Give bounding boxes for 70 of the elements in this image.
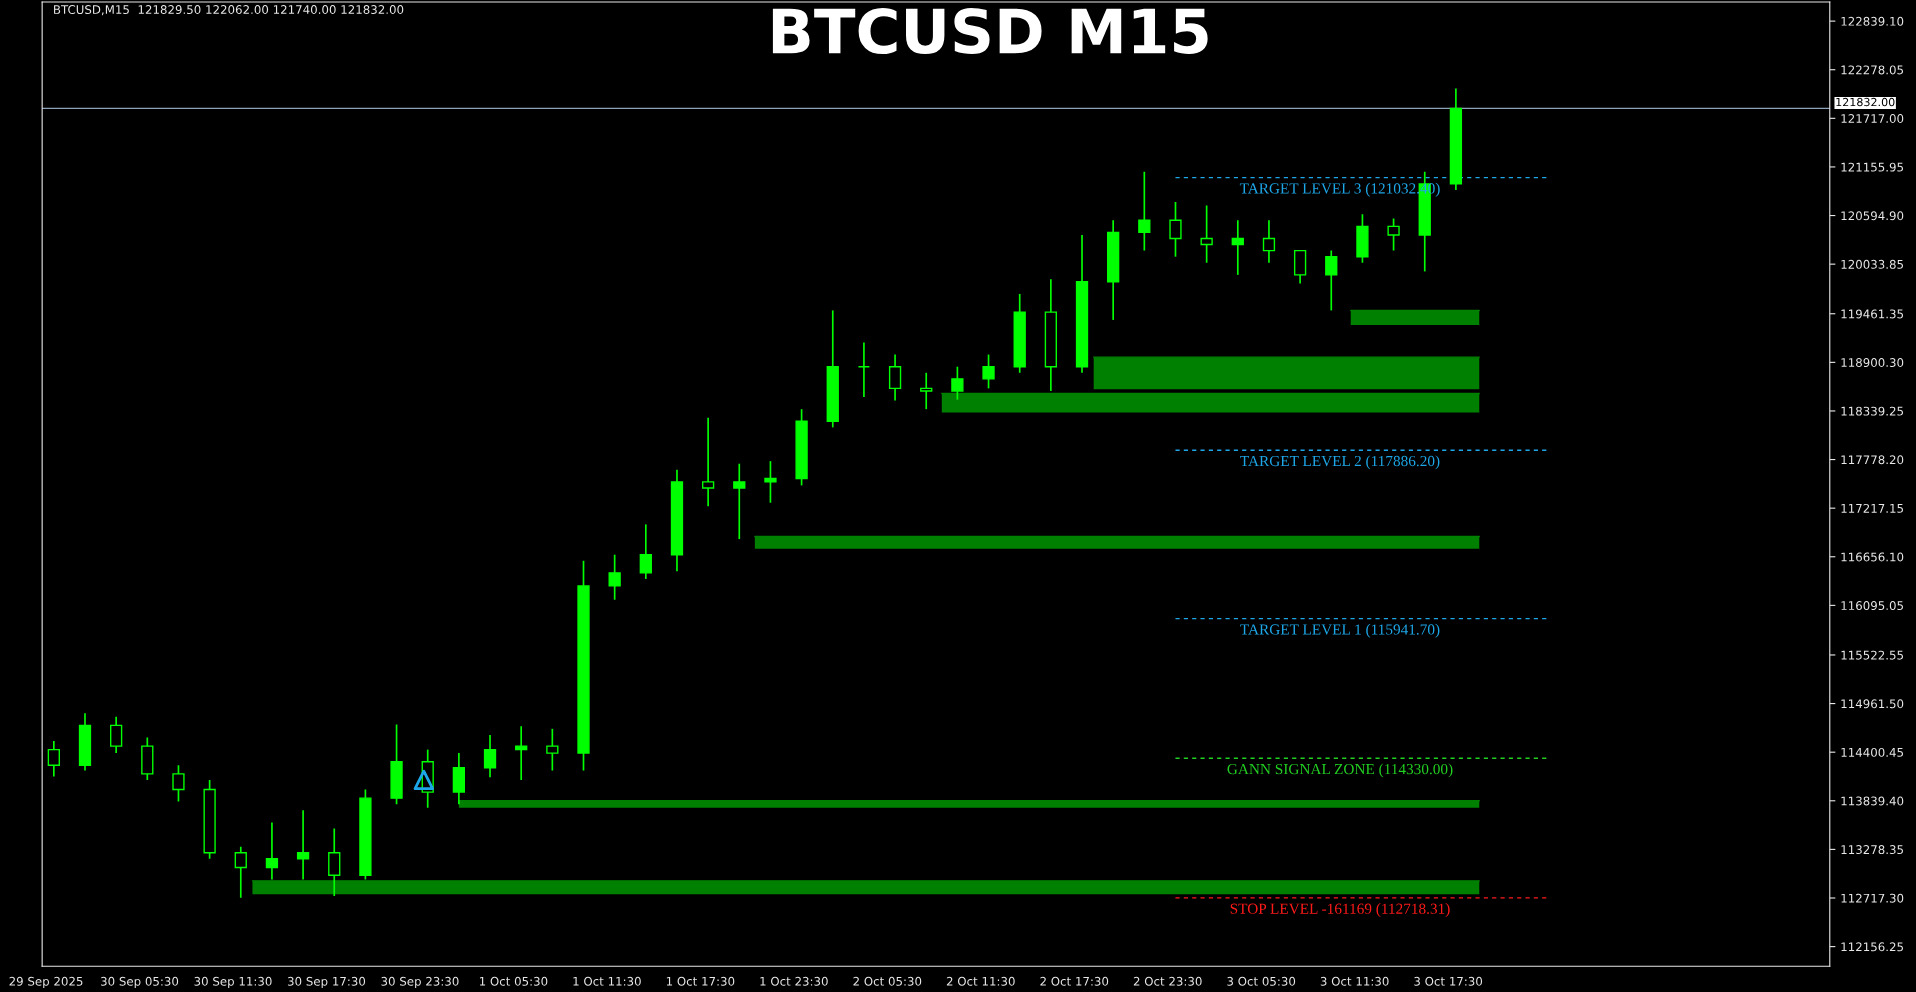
candlestick	[608, 553, 621, 601]
x-tick-label: 1 Oct 05:30	[479, 976, 548, 986]
candlestick	[1325, 249, 1338, 312]
y-tick-label: 113839.40	[1841, 796, 1904, 806]
annotation: BTCUSD,M15 121829.50 122062.00 121740.00 121832.00	[54, 5, 404, 16]
y-tick-label: 114961.50	[1841, 699, 1904, 709]
candlestick	[733, 462, 746, 540]
x-tick-label: 2 Oct 11:30	[946, 976, 1015, 986]
candlestick	[857, 341, 871, 398]
x-tick-label: 2 Oct 23:30	[1133, 976, 1202, 986]
x-tick-label: 30 Sep 17:30	[287, 976, 366, 989]
x-tick-label: 1 Oct 23:30	[760, 976, 828, 986]
x-tick-label: 1 Oct 17:30	[666, 976, 735, 986]
series-label: TARGET LEVEL 2 (117886.20)	[1240, 455, 1440, 470]
candlestick	[951, 365, 964, 401]
candlestick	[1387, 217, 1400, 252]
x-tick-label: 30 Sep 11:30	[194, 976, 272, 989]
candlestick	[483, 734, 497, 779]
candlestick	[296, 809, 310, 881]
candlestick	[1200, 204, 1213, 264]
series-label: GANN SIGNAL ZONE (114330.00)	[1227, 763, 1453, 778]
ref-line-label: 121832.00	[1836, 97, 1895, 107]
y-tick-label: 117217.15	[1841, 503, 1904, 513]
x-tick-label: 29 Sep 2025	[9, 976, 83, 989]
y-tick-label: 118900.30	[1841, 358, 1904, 367]
y-tick-label: 120594.90	[1841, 211, 1904, 221]
candlestick	[1231, 219, 1244, 276]
x-tick-label: 30 Sep 23:30	[381, 976, 459, 989]
candlestick	[1262, 219, 1276, 264]
candlestick	[265, 821, 279, 881]
candlestick	[888, 353, 902, 402]
x-tick-label: 3 Oct 17:30	[1414, 976, 1483, 986]
candlestick	[639, 523, 652, 580]
y-tick-label: 117778.20	[1841, 455, 1904, 465]
candlestick	[328, 827, 341, 897]
x-tick-label: 30 Sep 05:30	[101, 976, 179, 989]
y-tick-label: 112156.25	[1841, 942, 1904, 952]
y-tick-label: 112717.30	[1841, 893, 1904, 903]
y-tick-label: 113278.35	[1841, 845, 1904, 855]
y-tick-label: 122278.05	[1841, 65, 1904, 75]
candlestick	[47, 740, 60, 778]
y-tick-label: 116656.10	[1841, 552, 1904, 562]
chart-title: BTCUSD M15	[772, 7, 1208, 55]
y-tick-label: 116095.05	[1841, 601, 1904, 611]
x-tick-label: 3 Oct 05:30	[1227, 976, 1296, 986]
x-tick-label: 3 Oct 11:30	[1320, 976, 1389, 986]
candlestick	[764, 460, 777, 504]
candlestick	[982, 353, 995, 390]
series-label: TARGET LEVEL 1 (115941.70)	[1240, 623, 1440, 638]
series-label: STOP LEVEL -161169 (112718.31)	[1230, 903, 1450, 917]
candlestick	[110, 715, 123, 754]
y-tick-label: 120033.85	[1841, 259, 1904, 269]
y-tick-label: 119461.35	[1841, 309, 1904, 319]
candlestick	[1138, 170, 1151, 252]
y-tick-label: 121155.95	[1841, 162, 1904, 172]
candlestick	[546, 727, 559, 772]
candlestick	[234, 845, 247, 899]
y-tick-label: 115522.55	[1841, 650, 1904, 660]
x-tick-label: 2 Oct 05:30	[853, 976, 922, 986]
candlestick	[701, 416, 715, 508]
candlestick	[1169, 201, 1182, 258]
candlestick	[172, 764, 185, 803]
y-tick-label: 121717.00	[1841, 114, 1904, 123]
candlestick	[920, 371, 933, 410]
y-tick-label: 114400.45	[1841, 747, 1904, 757]
y-tick-label: 118339.25	[1841, 406, 1904, 416]
candlestick	[515, 725, 528, 781]
x-tick-label: 2 Oct 17:30	[1040, 976, 1109, 986]
y-tick-label: 122839.10	[1841, 16, 1904, 26]
x-tick-label: 1 Oct 11:30	[573, 976, 641, 986]
